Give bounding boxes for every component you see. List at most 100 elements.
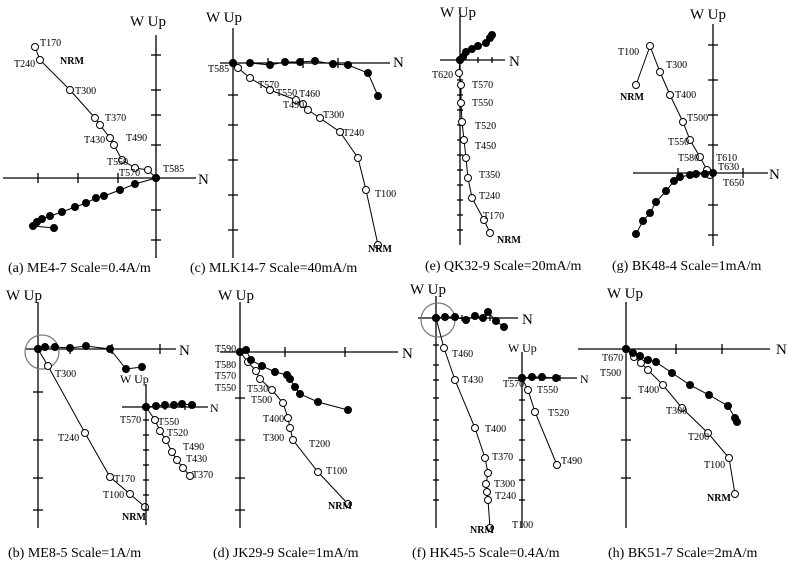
up-axis-label: W Up bbox=[690, 7, 726, 23]
closed-point bbox=[271, 368, 279, 376]
closed-point bbox=[670, 177, 678, 185]
open-point bbox=[144, 166, 152, 174]
open-point bbox=[484, 469, 492, 477]
closed-point bbox=[538, 373, 546, 381]
step-label: T400 bbox=[263, 414, 284, 425]
closed-point bbox=[686, 381, 694, 389]
open-point bbox=[696, 153, 704, 161]
open-point bbox=[725, 454, 733, 462]
step-label: T610 bbox=[716, 153, 737, 164]
step-label: T430 bbox=[84, 135, 105, 146]
open-point bbox=[44, 362, 52, 370]
step-label: T620 bbox=[432, 70, 453, 81]
open-point bbox=[168, 448, 176, 456]
closed-point bbox=[296, 390, 304, 398]
step-label: T450 bbox=[475, 141, 496, 152]
step-label: T100 bbox=[618, 47, 639, 58]
north-axis-label: N bbox=[776, 342, 787, 358]
open-point bbox=[268, 386, 276, 394]
step-label: T370 bbox=[192, 470, 213, 481]
open-point bbox=[531, 408, 539, 416]
open-point bbox=[484, 496, 492, 504]
open-point bbox=[486, 229, 494, 237]
closed-point bbox=[266, 61, 274, 69]
open-point bbox=[553, 461, 561, 469]
closed-point bbox=[676, 173, 684, 181]
up-axis-label: W Up bbox=[440, 5, 476, 21]
open-point bbox=[679, 118, 687, 126]
step-label: T490 bbox=[183, 442, 204, 453]
open-point bbox=[468, 194, 476, 202]
closed-point bbox=[161, 401, 169, 409]
closed-point bbox=[46, 212, 54, 220]
panel-e: W Up N T620 T570 T550 T520 T450 T350 T240 T170 NRM… bbox=[425, 5, 582, 274]
step-label: T400 bbox=[638, 385, 659, 396]
open-point bbox=[286, 424, 294, 432]
step-label: T530 bbox=[247, 384, 268, 395]
step-label: T400 bbox=[485, 424, 506, 435]
closed-point bbox=[100, 192, 108, 200]
open-point bbox=[106, 134, 114, 142]
step-label: T580 bbox=[215, 360, 236, 371]
open-point bbox=[646, 42, 654, 50]
step-label: T500 bbox=[251, 395, 272, 406]
step-label: T300 bbox=[666, 406, 687, 417]
nrm-label: NRM bbox=[470, 525, 494, 536]
up-axis-label: W Up bbox=[218, 288, 254, 304]
closed-point bbox=[636, 352, 644, 360]
step-label: T430 bbox=[186, 454, 207, 465]
closed-point bbox=[246, 59, 254, 67]
open-point bbox=[131, 164, 139, 172]
closed-point bbox=[247, 356, 255, 364]
open-point bbox=[81, 429, 89, 437]
step-label: T100 bbox=[103, 490, 124, 501]
panel-caption: (f) HK45-5 Scale=0.4A/m bbox=[412, 546, 560, 561]
up-axis-label: W Up bbox=[410, 282, 446, 298]
step-label: T570 bbox=[215, 371, 236, 382]
north-axis-label: N bbox=[402, 346, 413, 362]
closed-point bbox=[474, 42, 482, 50]
closed-point bbox=[82, 342, 90, 350]
step-label: T240 bbox=[58, 433, 79, 444]
open-point bbox=[279, 399, 287, 407]
step-label: T100 bbox=[326, 466, 347, 477]
open-point bbox=[162, 436, 170, 444]
open-point bbox=[704, 429, 712, 437]
step-label: T100 bbox=[375, 189, 396, 200]
closed-point bbox=[652, 198, 660, 206]
up-axis-label: W Up bbox=[130, 14, 166, 30]
open-point bbox=[666, 91, 674, 99]
open-point bbox=[179, 464, 187, 472]
closed-point bbox=[138, 363, 146, 371]
open-point bbox=[106, 473, 114, 481]
closed-point bbox=[552, 374, 560, 382]
step-label: T170 bbox=[40, 38, 61, 49]
closed-point bbox=[152, 174, 160, 182]
open-point bbox=[483, 488, 491, 496]
closed-point bbox=[518, 374, 526, 382]
vertical-projection-path bbox=[625, 348, 736, 495]
nrm-label: NRM bbox=[122, 512, 146, 523]
open-point bbox=[252, 367, 260, 375]
nrm-label: NRM bbox=[60, 56, 84, 67]
open-point bbox=[126, 490, 134, 498]
step-label: T240 bbox=[14, 59, 35, 70]
panel-caption: (e) QK32-9 Scale=20mA/m bbox=[425, 259, 582, 274]
open-point bbox=[316, 114, 324, 122]
closed-point bbox=[733, 418, 741, 426]
closed-point bbox=[314, 398, 322, 406]
open-point bbox=[480, 216, 488, 224]
step-label: T490 bbox=[283, 100, 304, 111]
closed-point bbox=[441, 313, 449, 321]
open-point bbox=[457, 99, 465, 107]
step-label: T460 bbox=[452, 349, 473, 360]
closed-point bbox=[152, 402, 160, 410]
step-label: T300 bbox=[494, 479, 515, 490]
north-axis-label: N bbox=[393, 55, 404, 71]
step-label: T350 bbox=[479, 170, 500, 181]
closed-point bbox=[51, 343, 59, 351]
open-point bbox=[460, 136, 468, 144]
north-axis-label: N bbox=[580, 372, 589, 386]
open-point bbox=[731, 490, 739, 498]
